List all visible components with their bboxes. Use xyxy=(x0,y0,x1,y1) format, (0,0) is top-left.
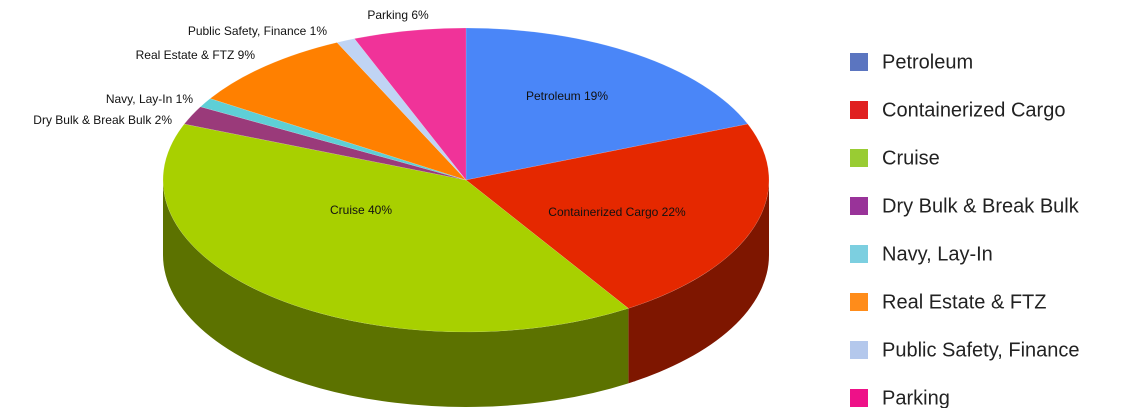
slice xyxy=(209,42,467,181)
legend-label: Cruise xyxy=(882,147,940,169)
slice xyxy=(199,98,467,181)
slice xyxy=(336,38,467,181)
legend-label: Parking xyxy=(882,387,950,408)
slice-side xyxy=(628,180,769,384)
slice xyxy=(183,106,467,181)
legend-swatch xyxy=(850,197,868,215)
slice xyxy=(465,27,749,181)
legend-label: Petroleum xyxy=(882,51,973,73)
data-label: Containerized Cargo 22% xyxy=(548,205,686,219)
legend-label: Real Estate & FTZ xyxy=(882,291,1047,313)
legend-swatch xyxy=(850,293,868,311)
legend-swatch xyxy=(850,149,868,167)
data-label: Cruise 40% xyxy=(330,203,392,217)
legend-label: Containerized Cargo xyxy=(882,99,1065,121)
data-label: Dry Bulk & Break Bulk 2% xyxy=(33,113,172,127)
data-label: Public Safety, Finance 1% xyxy=(188,24,328,38)
data-label: Petroleum 19% xyxy=(526,89,608,103)
legend-swatch xyxy=(850,245,868,263)
slice-side xyxy=(163,180,629,407)
legend-label: Navy, Lay-In xyxy=(882,243,993,265)
legend-label: Public Safety, Finance xyxy=(882,339,1080,361)
legend-swatch xyxy=(850,389,868,407)
slice xyxy=(162,123,629,333)
legend-swatch xyxy=(850,101,868,119)
data-label: Navy, Lay-In 1% xyxy=(106,92,193,106)
slice xyxy=(465,123,770,309)
legend-label: Dry Bulk & Break Bulk xyxy=(882,195,1080,217)
slice xyxy=(354,27,467,181)
data-label: Parking 6% xyxy=(367,8,429,22)
legend-swatch xyxy=(850,341,868,359)
legend-swatch xyxy=(850,53,868,71)
data-label: Real Estate & FTZ 9% xyxy=(136,48,256,62)
